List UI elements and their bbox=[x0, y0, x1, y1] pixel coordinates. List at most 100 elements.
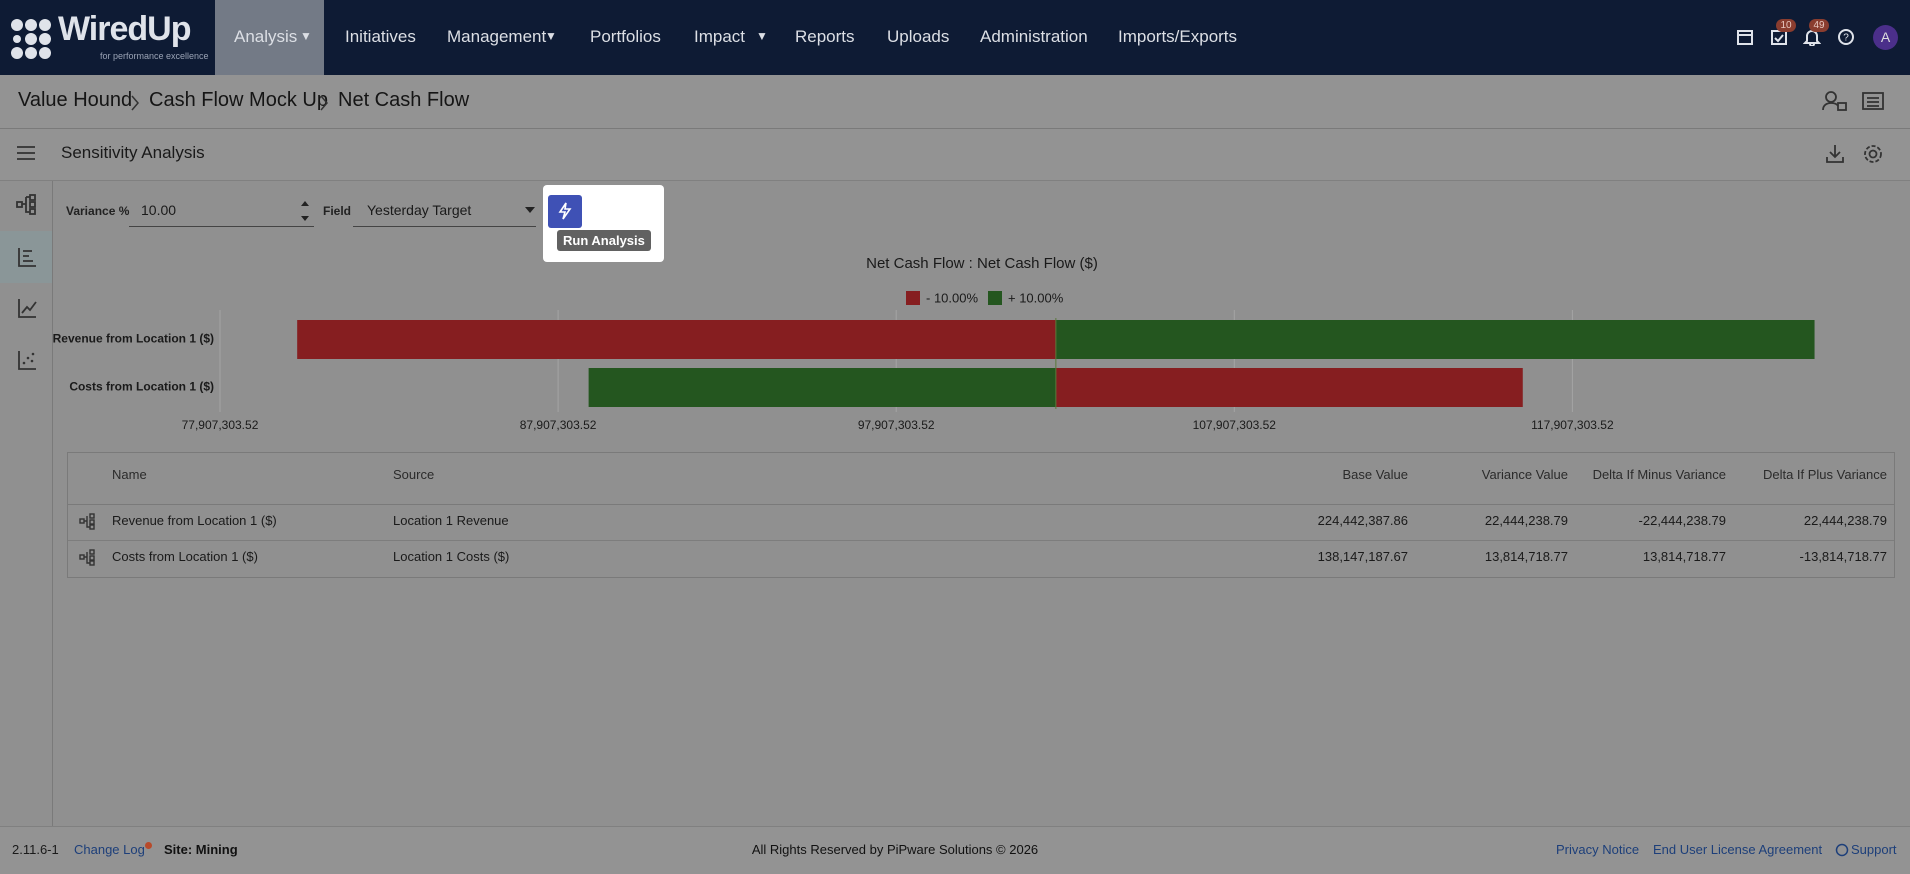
row-tree-icon[interactable] bbox=[79, 549, 95, 566]
changelog-link[interactable]: Change Log bbox=[74, 842, 145, 857]
table-cell: 224,442,387.86 bbox=[1317, 513, 1408, 528]
footer-bar bbox=[0, 826, 1910, 874]
nav-item[interactable]: Imports/Exports bbox=[1118, 27, 1238, 46]
x-tick-label: 87,907,303.52 bbox=[520, 418, 597, 432]
sidebar bbox=[0, 181, 53, 826]
table-cell: Costs from Location 1 ($) bbox=[112, 549, 258, 564]
active-tab bbox=[215, 0, 324, 75]
section-bar bbox=[0, 129, 1910, 181]
column-header[interactable]: Variance Value bbox=[1481, 467, 1568, 482]
footer-link[interactable]: End User License Agreement bbox=[1653, 842, 1823, 857]
badge: 10 bbox=[1776, 19, 1796, 32]
help-icon[interactable]: ? bbox=[1837, 28, 1855, 46]
column-header[interactable]: Delta If Minus Variance bbox=[1592, 467, 1726, 482]
table-cell: Location 1 Costs ($) bbox=[393, 549, 510, 564]
bar bbox=[588, 368, 1056, 407]
table-cell: Revenue from Location 1 ($) bbox=[112, 513, 277, 528]
nav-item[interactable]: Reports bbox=[795, 27, 855, 46]
select-arrow bbox=[525, 207, 535, 213]
table-cell: -13,814,718.77 bbox=[1799, 549, 1887, 564]
sidebar-selected bbox=[0, 231, 52, 283]
column-header[interactable]: Name bbox=[112, 467, 147, 482]
row-tree-icon[interactable] bbox=[79, 513, 95, 530]
tooltip: Run Analysis bbox=[557, 230, 651, 251]
nav-item[interactable]: Initiatives bbox=[345, 27, 416, 46]
breadcrumb-separator bbox=[131, 95, 139, 111]
field-label: Field bbox=[323, 204, 352, 218]
x-tick-label: 97,907,303.52 bbox=[858, 418, 935, 432]
support-icon[interactable] bbox=[1835, 843, 1849, 857]
variance-input[interactable] bbox=[129, 195, 314, 227]
section-title: Sensitivity Analysis bbox=[61, 143, 205, 162]
trend-icon[interactable] bbox=[16, 297, 38, 319]
field-value[interactable]: Yesterday Target bbox=[367, 202, 472, 218]
breadcrumb-item[interactable]: Value Hound bbox=[18, 89, 133, 111]
breadcrumb-item[interactable]: Cash Flow Mock Up bbox=[149, 89, 328, 111]
variance-label: Variance % bbox=[66, 204, 130, 218]
avatar[interactable]: A bbox=[1873, 25, 1898, 50]
bar bbox=[1055, 320, 1815, 359]
breadcrumb-item[interactable]: Net Cash Flow bbox=[338, 89, 470, 111]
legend-swatch bbox=[988, 291, 1002, 305]
nav-item[interactable]: Analysis bbox=[234, 27, 298, 46]
table bbox=[67, 452, 1895, 578]
column-header[interactable]: Delta If Plus Variance bbox=[1762, 467, 1887, 482]
field-select[interactable] bbox=[353, 195, 536, 227]
table-cell: 13,814,718.77 bbox=[1484, 549, 1568, 564]
legend-label: - 10.00% bbox=[926, 290, 978, 305]
calendar-icon[interactable] bbox=[1736, 28, 1754, 46]
legend-swatch bbox=[906, 291, 920, 305]
svg-text:?: ? bbox=[1843, 33, 1849, 44]
column-header[interactable]: Source bbox=[393, 467, 435, 482]
bar bbox=[1055, 368, 1523, 407]
table-cell: 138,147,187.67 bbox=[1317, 549, 1408, 564]
breadcrumb-separator bbox=[320, 95, 328, 111]
copyright: All Rights Reserved by PiPware Solutions… bbox=[751, 842, 1039, 857]
table-cell: Location 1 Revenue bbox=[393, 513, 509, 528]
chart: Net Cash Flow : Net Cash Flow ($) - 10.00… bbox=[53, 255, 1815, 432]
nav-item[interactable]: Management bbox=[447, 27, 547, 46]
dropdown-caret: ▼ bbox=[756, 29, 768, 43]
footer-link[interactable]: Support bbox=[1851, 842, 1897, 857]
x-tick-label: 77,907,303.52 bbox=[182, 418, 259, 432]
chart-title: Net Cash Flow : Net Cash Flow ($) bbox=[866, 255, 1098, 272]
breadcrumb-bar bbox=[0, 75, 1910, 129]
changelog-dot bbox=[145, 842, 152, 849]
footer-link[interactable]: Privacy Notice bbox=[1556, 842, 1640, 857]
bar-icon[interactable] bbox=[16, 246, 38, 268]
site: Site: Mining bbox=[164, 842, 238, 857]
x-tick-label: 117,907,303.52 bbox=[1531, 418, 1614, 432]
logo-mark bbox=[11, 19, 51, 59]
settings-icon[interactable] bbox=[1862, 143, 1884, 165]
scatter-icon[interactable] bbox=[16, 349, 38, 371]
bar bbox=[297, 320, 1056, 359]
dropdown-caret: ▼ bbox=[300, 29, 312, 43]
tree-icon[interactable] bbox=[16, 194, 38, 216]
x-tick-label: 107,907,303.52 bbox=[1193, 418, 1277, 432]
spinner[interactable] bbox=[299, 198, 311, 224]
variance-value[interactable]: 10.00 bbox=[141, 202, 177, 218]
table-cell: 22,444,238.79 bbox=[1803, 513, 1887, 528]
legend-label: + 10.00% bbox=[1008, 290, 1064, 305]
table-cell: -22,444,238.79 bbox=[1638, 513, 1726, 528]
logo-tagline: for performance excellence bbox=[100, 51, 209, 61]
column-header[interactable]: Base Value bbox=[1342, 467, 1408, 482]
dropdown-caret: ▼ bbox=[545, 29, 557, 43]
category-label: Costs from Location 1 ($) bbox=[69, 380, 214, 394]
table-row-line bbox=[68, 540, 1894, 541]
nav-item[interactable]: Uploads bbox=[887, 27, 950, 46]
category-label: Revenue from Location 1 ($) bbox=[53, 332, 214, 346]
table-header-line bbox=[68, 504, 1894, 505]
bolt-icon[interactable] bbox=[557, 202, 573, 220]
download-icon[interactable] bbox=[1824, 143, 1846, 165]
badge: 49 bbox=[1809, 19, 1829, 32]
logo: WiredUp bbox=[58, 10, 191, 48]
nav-item[interactable]: Portfolios bbox=[590, 27, 661, 46]
menu-icon[interactable] bbox=[16, 144, 36, 162]
user-lock-icon[interactable] bbox=[1822, 90, 1848, 112]
list-icon[interactable] bbox=[1862, 91, 1884, 111]
version: 2.11.6-1 bbox=[12, 842, 59, 857]
nav-item[interactable]: Impact bbox=[694, 27, 746, 46]
nav-item[interactable]: Administration bbox=[980, 27, 1088, 46]
